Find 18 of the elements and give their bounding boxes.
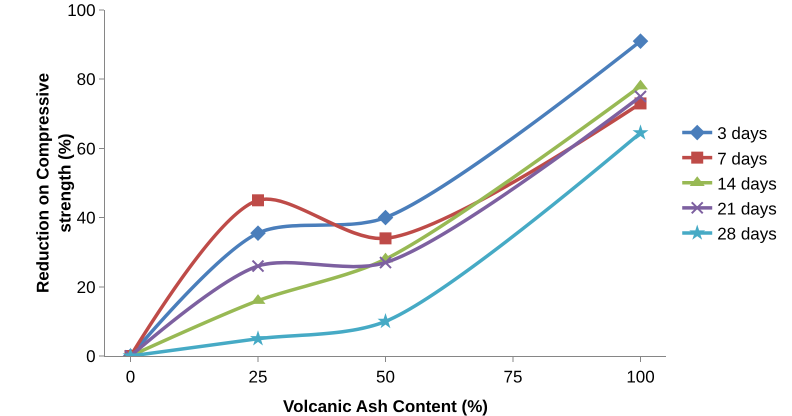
legend-label: 28 days <box>717 224 777 244</box>
y-tick-label: 20 <box>76 278 96 297</box>
legend-label: 14 days <box>717 174 777 194</box>
y-tick-label: 80 <box>76 70 96 90</box>
x-tick-label: 75 <box>504 367 522 386</box>
legend-label: 3 days <box>717 124 768 144</box>
x-tick-label: 0 <box>126 367 136 386</box>
x-tick-label: 100 <box>626 367 655 386</box>
y-axis-title: Reduction on Compressive strength (%) <box>34 72 75 294</box>
x-axis-title: Volcanic Ash Content (%) <box>283 397 488 416</box>
x-tick-label: 50 <box>376 367 395 386</box>
y-tick-label: 40 <box>76 208 96 228</box>
y-tick-label: 100 <box>67 0 96 20</box>
y-tick-label: 60 <box>76 139 96 158</box>
y-tick-label: 0 <box>86 346 96 366</box>
legend-label: 21 days <box>717 199 777 218</box>
x-tick-label: 25 <box>248 367 268 386</box>
legend-label: 7 days <box>717 149 768 168</box>
